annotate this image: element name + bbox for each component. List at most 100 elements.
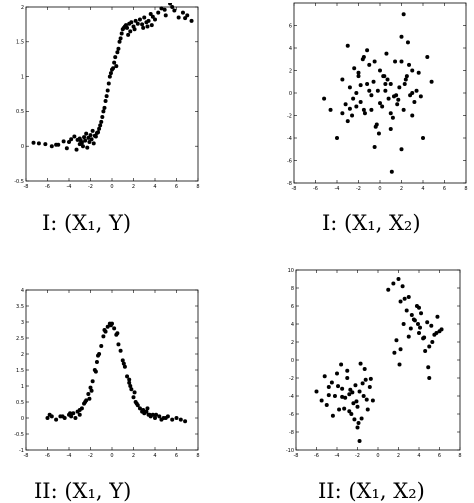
data-point	[79, 406, 84, 411]
data-point	[163, 13, 168, 18]
data-point	[405, 40, 410, 45]
data-point	[340, 77, 345, 82]
data-point	[108, 71, 113, 76]
data-point	[96, 353, 101, 358]
data-point	[345, 376, 350, 380]
y-tick-label: 2	[21, 352, 24, 358]
data-point	[365, 82, 370, 86]
data-point	[378, 68, 382, 73]
x-tick-label: -2	[88, 453, 93, 459]
data-point	[369, 93, 374, 98]
data-point	[343, 395, 348, 400]
x-tick-label: 8	[458, 453, 461, 459]
data-point	[60, 414, 65, 419]
data-point	[93, 369, 98, 374]
data-point	[361, 394, 366, 398]
data-point	[326, 385, 331, 389]
data-point	[102, 328, 107, 332]
data-point	[351, 401, 356, 406]
data-point	[353, 383, 358, 388]
data-point	[417, 305, 421, 310]
y-tick-label: 4	[289, 46, 292, 52]
x-tick-label: 2	[132, 453, 135, 459]
data-point	[337, 407, 342, 412]
y-tick-label: 3	[21, 320, 24, 326]
data-point	[435, 314, 440, 319]
y-tick-label: 10	[288, 268, 294, 274]
data-point	[88, 385, 93, 390]
y-tick-label: 2	[21, 5, 24, 11]
y-tick-label: -8	[289, 430, 294, 436]
data-point	[80, 144, 85, 149]
data-point	[410, 113, 415, 118]
data-point	[404, 308, 409, 313]
data-point	[89, 137, 94, 142]
data-point	[386, 287, 391, 292]
data-point	[314, 389, 319, 394]
data-point	[326, 393, 331, 398]
data-point	[399, 59, 404, 64]
data-point	[357, 389, 362, 394]
caption-x1-y: I: (X₁, Y)	[42, 211, 132, 235]
data-point	[355, 425, 360, 430]
data-point	[398, 347, 403, 352]
data-point	[345, 368, 350, 373]
data-point	[402, 82, 407, 86]
data-point	[401, 322, 406, 326]
data-point	[125, 25, 130, 30]
data-point	[389, 169, 394, 174]
data-point	[322, 374, 327, 379]
data-point	[430, 340, 435, 344]
data-point	[347, 85, 352, 90]
data-point	[414, 88, 419, 93]
data-point	[381, 74, 386, 79]
data-point	[36, 141, 41, 146]
y-tick-label: 4	[291, 322, 294, 328]
y-tick-label: 0	[21, 416, 24, 422]
y-tick-label: 0	[21, 144, 24, 150]
plot-frame	[25, 6, 199, 182]
data-point	[69, 137, 74, 142]
x-tick-label: 4	[153, 184, 156, 190]
data-point	[356, 70, 361, 75]
x-tick-label: 8	[196, 453, 199, 459]
data-point	[388, 111, 393, 116]
data-point	[105, 324, 110, 329]
data-point	[425, 320, 430, 325]
data-point	[388, 127, 393, 131]
data-point	[386, 96, 391, 101]
data-point	[356, 421, 361, 425]
data-point	[97, 126, 102, 131]
y-tick-label: 1	[21, 74, 24, 80]
y-tick-label: 1	[21, 384, 24, 390]
data-point	[146, 18, 151, 23]
data-point	[397, 85, 402, 90]
data-point	[336, 384, 341, 389]
data-point	[47, 412, 52, 417]
data-point	[383, 82, 388, 86]
plot-frame	[25, 289, 199, 451]
data-point	[421, 336, 426, 341]
y-tick-label: -6	[287, 158, 292, 164]
data-point	[330, 413, 335, 418]
data-point	[141, 408, 146, 412]
data-point	[401, 12, 406, 17]
data-point	[367, 88, 372, 93]
data-point	[83, 400, 88, 404]
data-point	[394, 338, 399, 343]
data-point	[399, 147, 404, 152]
x-tick-label: 2	[397, 453, 400, 459]
data-point	[145, 406, 150, 411]
data-point	[392, 350, 397, 355]
x-tick-label: -4	[335, 453, 340, 459]
data-point	[115, 50, 120, 55]
y-tick-label: 0.5	[16, 400, 24, 406]
data-point	[372, 59, 377, 64]
data-point	[356, 74, 361, 79]
data-point	[112, 326, 117, 331]
data-point	[408, 326, 413, 331]
x-tick-label: -4	[67, 184, 72, 190]
data-point	[49, 144, 54, 149]
data-point	[145, 24, 150, 29]
data-point	[372, 145, 377, 149]
